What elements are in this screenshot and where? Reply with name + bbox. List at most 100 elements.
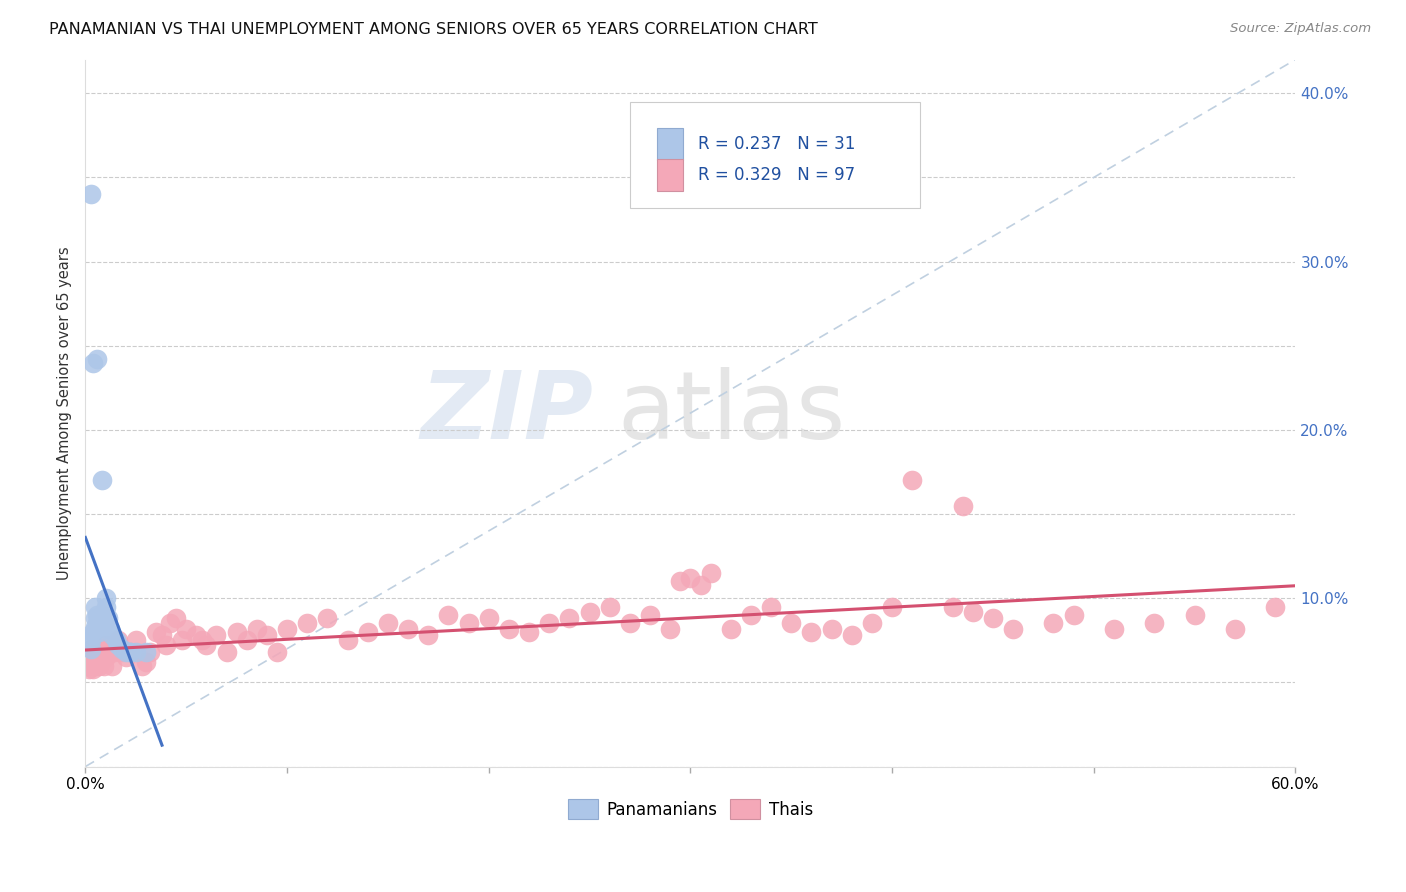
Point <box>80 641 103 656</box>
Point <box>952 499 974 513</box>
Point <box>1063 608 1085 623</box>
Point <box>276 622 298 636</box>
Point <box>84 620 107 634</box>
Text: R = 0.237   N = 31: R = 0.237 N = 31 <box>697 135 855 153</box>
Point <box>82 355 104 369</box>
Point <box>82 624 104 639</box>
Point <box>89 658 111 673</box>
Point <box>80 187 103 202</box>
Point <box>538 616 561 631</box>
Point <box>82 655 104 669</box>
Point <box>79 655 101 669</box>
Point <box>266 645 288 659</box>
Point <box>82 628 104 642</box>
Point <box>80 650 103 665</box>
Point <box>111 645 134 659</box>
Point <box>84 650 107 665</box>
Point <box>1042 616 1064 631</box>
Point <box>901 474 924 488</box>
Point <box>94 599 117 614</box>
Point <box>336 633 359 648</box>
Point <box>94 591 117 606</box>
Point <box>107 633 129 648</box>
Point <box>186 628 208 642</box>
Point <box>1264 599 1286 614</box>
Point <box>86 645 108 659</box>
Text: Source: ZipAtlas.com: Source: ZipAtlas.com <box>1230 22 1371 36</box>
Point <box>759 599 782 614</box>
Legend: Panamanians, Thais: Panamanians, Thais <box>561 793 820 825</box>
Point <box>93 645 115 659</box>
Point <box>80 658 103 673</box>
Point <box>84 599 107 614</box>
Point <box>84 641 107 656</box>
Text: R = 0.329   N = 97: R = 0.329 N = 97 <box>697 166 855 185</box>
Point <box>100 658 122 673</box>
Point <box>86 352 108 367</box>
Point <box>103 645 125 659</box>
Point <box>215 645 238 659</box>
Point <box>558 611 581 625</box>
Point <box>98 641 121 656</box>
Point <box>699 566 721 580</box>
Text: PANAMANIAN VS THAI UNEMPLOYMENT AMONG SENIORS OVER 65 YEARS CORRELATION CHART: PANAMANIAN VS THAI UNEMPLOYMENT AMONG SE… <box>49 22 818 37</box>
Point <box>90 641 112 656</box>
Point <box>437 608 460 623</box>
Point <box>94 639 117 653</box>
Point <box>599 599 621 614</box>
Point <box>256 628 278 642</box>
Point <box>478 611 501 625</box>
Point <box>679 571 702 585</box>
Point <box>86 655 108 669</box>
Point <box>195 639 218 653</box>
Point <box>517 624 540 639</box>
Point <box>638 608 661 623</box>
Point <box>1223 622 1246 636</box>
Point <box>659 622 682 636</box>
Text: ZIP: ZIP <box>420 368 593 459</box>
Point <box>97 645 120 659</box>
Point <box>135 655 157 669</box>
Point <box>191 633 214 648</box>
Point <box>942 599 965 614</box>
Point <box>90 653 112 667</box>
Point <box>669 574 692 589</box>
FancyBboxPatch shape <box>657 160 683 191</box>
Point <box>1002 622 1025 636</box>
Point <box>720 622 742 636</box>
Point <box>172 633 194 648</box>
Point <box>90 608 112 623</box>
Point <box>86 616 108 631</box>
Point <box>498 622 520 636</box>
Point <box>860 616 883 631</box>
Point <box>125 633 148 648</box>
Point <box>139 645 162 659</box>
Point <box>962 605 984 619</box>
Point <box>98 622 121 636</box>
FancyBboxPatch shape <box>630 102 921 208</box>
Point <box>118 645 141 659</box>
Point <box>86 608 108 623</box>
Point <box>82 662 104 676</box>
Point <box>155 639 177 653</box>
Point <box>104 633 127 648</box>
Point <box>159 616 181 631</box>
Point <box>377 616 399 631</box>
Point <box>90 616 112 631</box>
Point <box>84 611 107 625</box>
Point <box>79 662 101 676</box>
Point <box>165 611 187 625</box>
Point <box>880 599 903 614</box>
Point <box>1184 608 1206 623</box>
Point <box>118 645 141 659</box>
Point <box>578 605 600 619</box>
Point <box>84 658 107 673</box>
Point <box>619 616 641 631</box>
Point <box>135 645 157 659</box>
Text: atlas: atlas <box>617 368 846 459</box>
Point <box>396 622 419 636</box>
Point <box>82 645 104 659</box>
Point <box>89 648 111 663</box>
Point <box>820 622 842 636</box>
Point <box>90 474 112 488</box>
